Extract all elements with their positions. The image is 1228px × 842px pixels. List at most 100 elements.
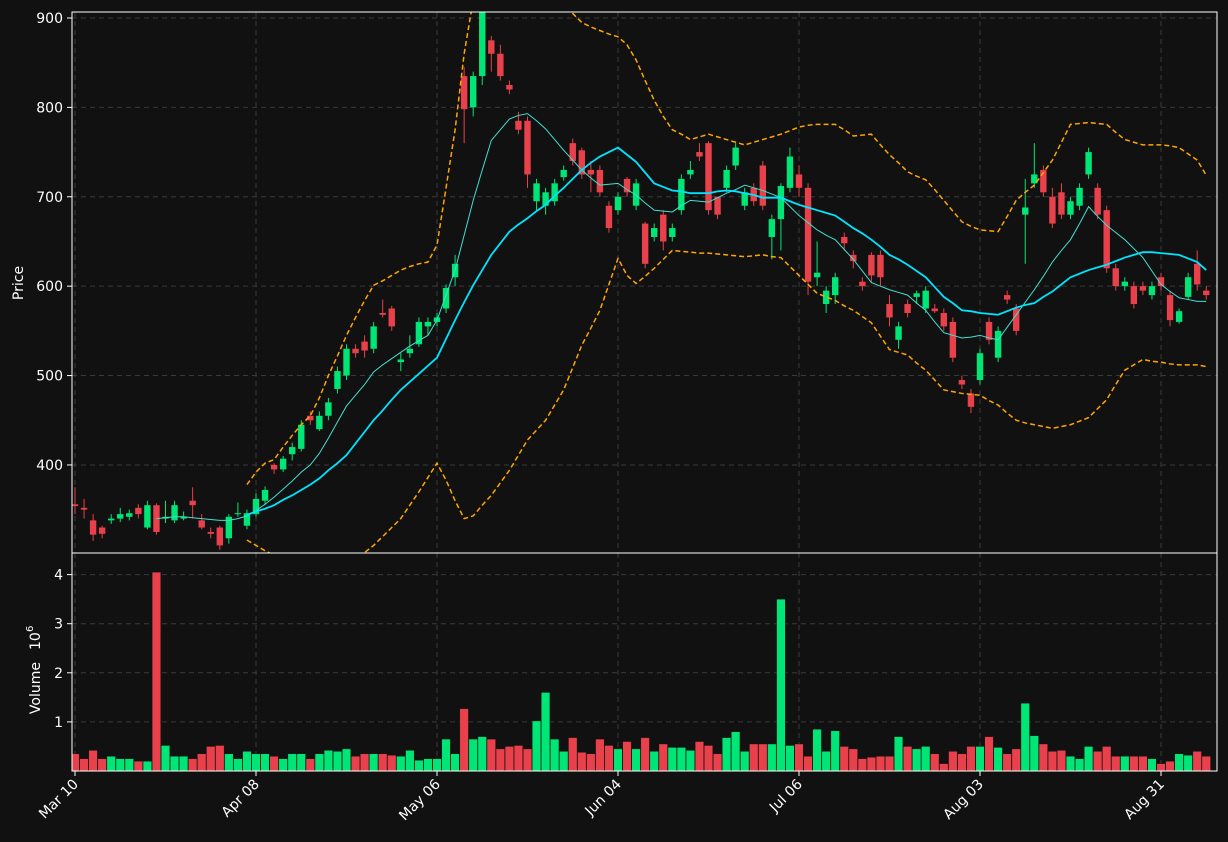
candle-body <box>216 527 223 546</box>
volume-bar <box>957 753 967 771</box>
candle-body <box>397 359 404 363</box>
volume-bar <box>803 756 813 771</box>
volume-bar <box>640 737 650 771</box>
volume-bar <box>1029 735 1039 771</box>
candle-body <box>234 513 242 515</box>
volume-bar <box>124 758 134 771</box>
volume-bar <box>523 748 533 771</box>
candle-body <box>759 165 766 206</box>
indicator-line <box>246 249 1207 553</box>
volume-bar <box>785 745 795 771</box>
candle-body <box>1184 277 1192 297</box>
candle-body <box>198 520 205 528</box>
candle-body <box>1103 210 1110 269</box>
volume-bar <box>1120 756 1130 771</box>
volume-bar <box>1038 743 1048 771</box>
candle-body <box>325 402 332 416</box>
candle-body <box>524 120 531 175</box>
candle-body <box>460 76 468 110</box>
volume-bar <box>197 753 207 771</box>
candle-body <box>1058 192 1065 215</box>
x-tick-label: Jun 04 <box>582 776 625 819</box>
candle-body <box>777 186 785 220</box>
volume-bar <box>314 753 324 771</box>
candle-body <box>1040 169 1047 193</box>
y-axis-label: Volume <box>28 662 44 714</box>
volume-bar <box>251 753 261 771</box>
volume-bar <box>848 748 858 771</box>
y-tick-label: 2 <box>54 666 63 682</box>
volume-bar <box>577 752 587 771</box>
candle-body <box>542 192 549 206</box>
y-tick-label: 4 <box>54 568 63 584</box>
volume-bar <box>1201 756 1211 771</box>
volume-bar <box>731 731 741 771</box>
x-tick-label: Aug 31 <box>1121 777 1167 823</box>
offset-label: 10 <box>28 632 44 650</box>
candle-body <box>1076 187 1083 206</box>
volume-bar <box>242 751 252 771</box>
volume-bar <box>477 736 487 771</box>
volume-bar <box>1147 758 1157 771</box>
volume-bar <box>414 759 424 771</box>
volume-bar <box>966 746 976 771</box>
candle-body <box>1130 286 1138 305</box>
candle-body <box>705 143 712 211</box>
candle-body <box>189 500 196 506</box>
candle-body <box>243 513 251 526</box>
candle-body <box>307 415 314 421</box>
candle-body <box>913 293 920 297</box>
volume-bar <box>821 751 831 771</box>
volume-bar <box>106 756 116 771</box>
volume-bar <box>1111 756 1121 771</box>
volume-bar <box>215 745 225 771</box>
volume-bar <box>278 758 288 771</box>
volume-bar <box>170 756 180 771</box>
volume-bar <box>513 745 523 771</box>
volume-bar <box>405 750 415 771</box>
volume-bar <box>369 753 379 771</box>
volume-bar <box>486 738 496 771</box>
candle-body <box>958 380 966 385</box>
candle-body <box>515 120 522 130</box>
volume-bar <box>839 746 849 771</box>
volume-bar <box>930 753 940 771</box>
volume-bar <box>658 743 668 771</box>
candle-body <box>859 281 866 287</box>
volume-bar <box>115 758 125 771</box>
candle-body <box>261 489 269 501</box>
volume-bar <box>504 746 514 771</box>
x-tick-label: Apr 08 <box>219 777 263 821</box>
offset-exponent: 6 <box>25 626 36 632</box>
volume-bar <box>875 756 885 771</box>
volume-bar <box>233 758 243 771</box>
y-tick-label: 700 <box>36 190 63 206</box>
candle-body <box>687 169 694 175</box>
indicator-line <box>246 146 1207 516</box>
candle-body <box>1148 286 1156 296</box>
volume-bar <box>142 760 152 771</box>
volume-bar <box>160 745 170 771</box>
volume-bar <box>378 753 388 771</box>
candle-body <box>279 458 287 470</box>
volume-bar <box>939 763 949 771</box>
candle-body <box>669 228 676 237</box>
candle-body <box>768 219 776 237</box>
candle-body <box>678 178 685 211</box>
candle-body <box>560 169 567 178</box>
candle-body <box>72 504 79 507</box>
candle-body <box>605 205 613 229</box>
volume-bar <box>903 746 913 771</box>
candle-body <box>1112 268 1119 287</box>
candle-body <box>361 341 368 351</box>
volume-bar <box>179 756 189 771</box>
price-plot <box>72 12 1210 553</box>
volume-bar <box>1183 755 1193 771</box>
candle-body <box>614 196 622 211</box>
candle-body <box>1175 311 1183 322</box>
indicator-line <box>246 12 1207 486</box>
volume-bar <box>450 753 460 771</box>
candle-body <box>117 514 124 519</box>
volume-bar <box>568 737 578 771</box>
volume-bar <box>269 756 279 771</box>
